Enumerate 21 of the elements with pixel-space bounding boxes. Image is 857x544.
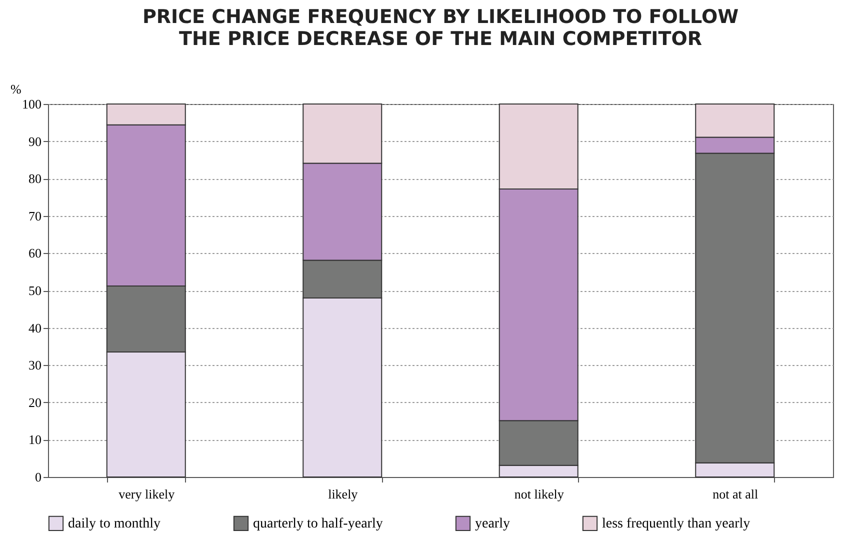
legend-label: daily to monthly	[68, 516, 161, 532]
legend-label: quarterly to half-yearly	[253, 516, 383, 532]
x-tick-label: likely	[328, 486, 358, 502]
y-axis-title: %	[10, 82, 22, 96]
x-tick-label: very likely	[118, 486, 176, 502]
legend-label: yearly	[475, 516, 510, 532]
x-tick-label: not at all	[712, 486, 758, 502]
y-tick-label: 70	[28, 208, 42, 224]
y-tick-label: 0	[35, 470, 42, 484]
chart-title: PRICE CHANGE FREQUENCY BY LIKELIHOOD TO FOLLOW THE PRICE DECREASE OF THE MAIN COMPETITOR	[142, 6, 739, 50]
y-tick-label: 30	[28, 358, 42, 373]
y-tick-label: 10	[28, 432, 42, 448]
y-tick-label: 90	[28, 134, 42, 149]
y-tick-label: 40	[28, 320, 42, 336]
x-tick-label: not likely	[514, 486, 564, 502]
y-tick-label: 50	[28, 283, 42, 298]
y-tick-label: 100	[22, 96, 42, 112]
y-tick-label: 80	[28, 171, 42, 186]
y-tick-label: 60	[28, 246, 42, 261]
legend-label: less frequently than yearly	[602, 516, 750, 532]
y-tick-label: 20	[28, 394, 42, 410]
